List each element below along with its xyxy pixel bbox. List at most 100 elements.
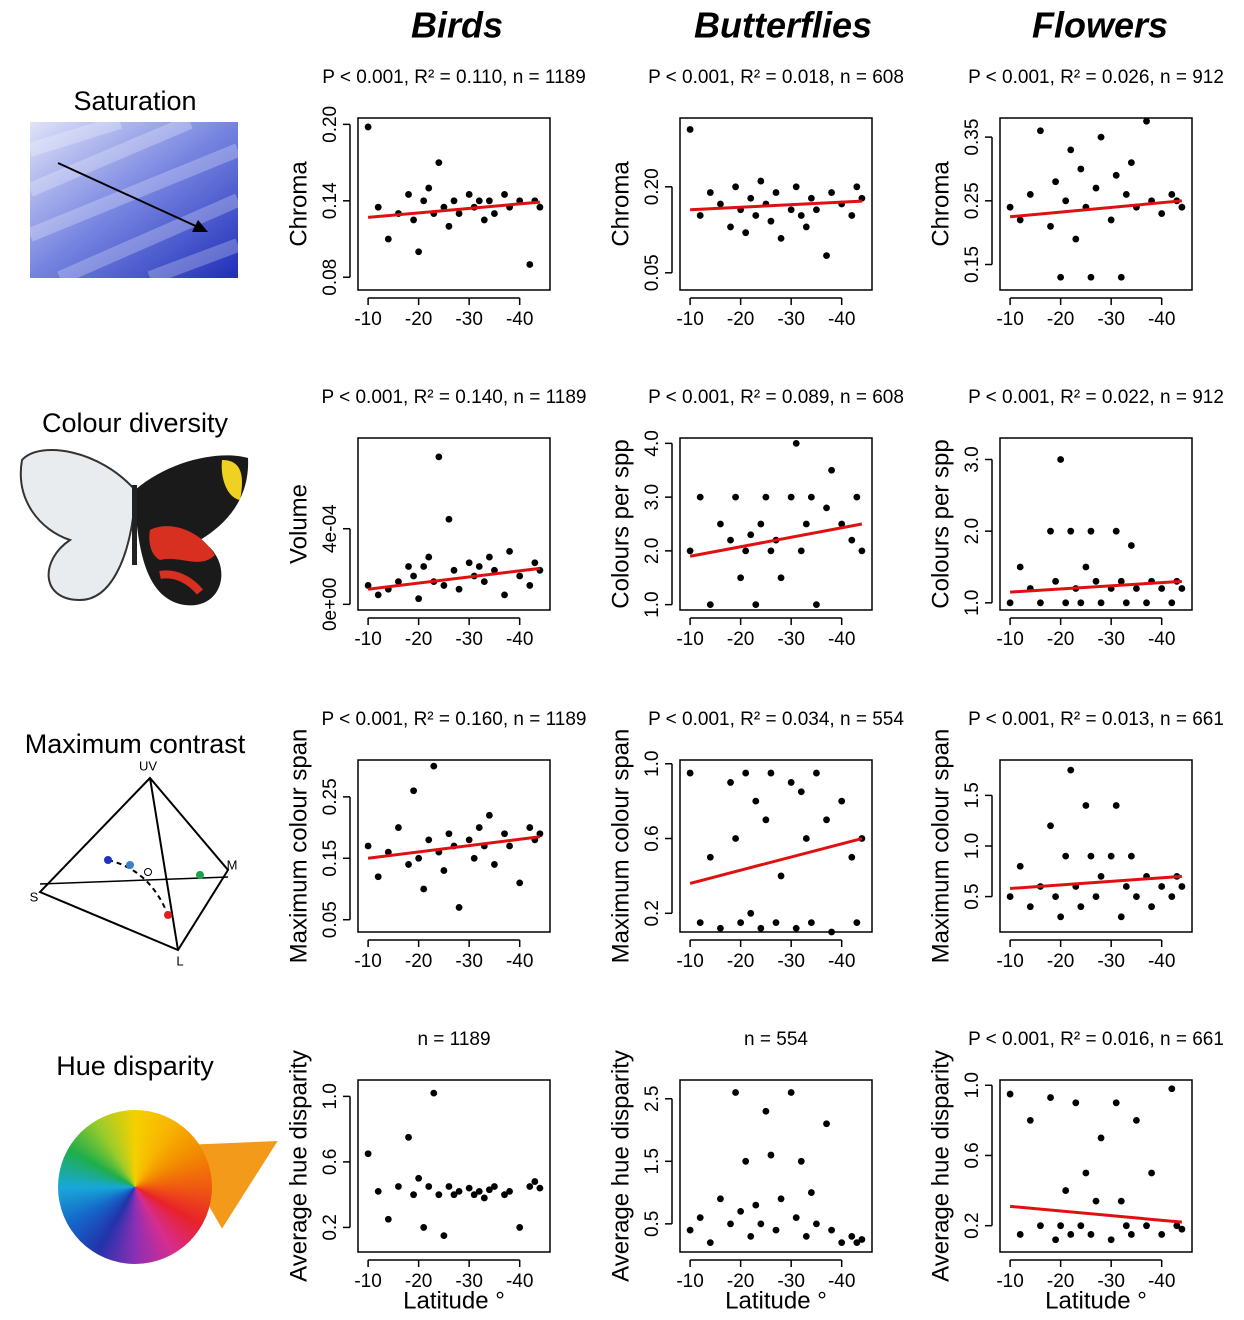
y-tick-label: 0.20 (320, 106, 341, 143)
panel-title: P < 0.001, R² = 0.160, n = 1189 (322, 709, 587, 730)
row-title: Colour diversity (42, 408, 229, 438)
point (757, 521, 764, 528)
point (773, 1227, 780, 1234)
point (481, 578, 488, 585)
point (1057, 1222, 1064, 1229)
tetra-label: UV (139, 758, 157, 773)
point (456, 586, 463, 593)
point (1178, 585, 1185, 592)
x-tick-label: -10 (676, 1271, 703, 1292)
point (375, 1188, 382, 1195)
hue-wheel (58, 1110, 212, 1264)
point (687, 1227, 694, 1234)
point (1098, 134, 1105, 141)
point (440, 1232, 447, 1239)
point (446, 1183, 453, 1190)
trend-line (690, 201, 862, 210)
y-tick-label: 0.6 (962, 1142, 983, 1168)
y-axis-label: Average hue disparity (607, 1050, 634, 1282)
point (717, 521, 724, 528)
point (732, 835, 739, 842)
panel-title: P < 0.001, R² = 0.110, n = 1189 (322, 67, 586, 88)
point (1082, 802, 1089, 809)
panel-title: P < 0.001, R² = 0.018, n = 608 (648, 67, 904, 88)
point (1178, 883, 1185, 890)
point (501, 591, 508, 598)
point (773, 919, 780, 926)
y-tick-label: 0.2 (320, 1214, 341, 1240)
point (1128, 159, 1135, 166)
point (742, 229, 749, 236)
point (1123, 191, 1130, 198)
point (793, 1214, 800, 1221)
point (430, 1090, 437, 1097)
point (697, 494, 704, 501)
y-axis-label: Colours per spp (607, 439, 634, 608)
point (410, 1191, 417, 1198)
x-tick-label: -20 (727, 309, 754, 330)
y-tick-label: 0.6 (642, 825, 663, 851)
saturation-icon (30, 122, 238, 278)
point (1017, 217, 1024, 224)
point (425, 1183, 432, 1190)
y-axis-label: Maximum colour span (607, 729, 634, 964)
plot-frame (680, 760, 872, 932)
tetra-label: L (176, 953, 183, 968)
y-tick-label: 0.5 (962, 883, 983, 909)
butterfly-icon (21, 450, 248, 605)
point (516, 879, 523, 886)
point (446, 223, 453, 230)
point (456, 210, 463, 217)
point (405, 191, 412, 198)
point (1052, 893, 1059, 900)
point (828, 189, 835, 196)
point (1007, 1091, 1014, 1098)
point (1062, 853, 1069, 860)
x-tick-label: -10 (996, 629, 1023, 650)
point (1067, 528, 1074, 535)
y-tick-label: 0.2 (962, 1212, 983, 1238)
point (516, 573, 523, 580)
point (1052, 178, 1059, 185)
point (1047, 528, 1054, 535)
y-tick-label: 1.0 (642, 751, 663, 777)
y-tick-label: 2.0 (962, 518, 983, 544)
point (506, 843, 513, 850)
point (471, 855, 478, 862)
trend-line (368, 837, 540, 859)
point (798, 788, 805, 795)
x-tick-label: -40 (506, 309, 533, 330)
x-tick-label: -30 (1097, 1271, 1124, 1292)
point (1047, 822, 1054, 829)
y-tick-label: 1.0 (642, 591, 663, 617)
y-tick-label: 0.20 (642, 168, 663, 205)
y-tick-label: 2.5 (642, 1086, 663, 1112)
point (798, 547, 805, 554)
point (707, 1239, 714, 1246)
point (415, 595, 422, 602)
point (737, 1208, 744, 1215)
x-tick-label: -30 (455, 1271, 482, 1292)
point (1113, 802, 1120, 809)
point (506, 548, 513, 555)
point (1007, 893, 1014, 900)
x-tick-label: -40 (506, 1271, 533, 1292)
x-tick-label: -40 (828, 951, 855, 972)
y-tick-label: 1.0 (962, 833, 983, 859)
point (717, 925, 724, 932)
x-tick-label: -20 (727, 951, 754, 972)
point (1168, 599, 1175, 606)
y-tick-label: 0.15 (962, 246, 983, 283)
trend-line (690, 524, 862, 556)
point (1113, 1099, 1120, 1106)
point (451, 567, 458, 574)
y-tick-label: 3.0 (642, 484, 663, 510)
point (1158, 883, 1165, 890)
x-tick-label: -30 (777, 951, 804, 972)
point (1088, 1231, 1095, 1238)
point (747, 531, 754, 538)
point (1093, 1198, 1100, 1205)
point (375, 591, 382, 598)
point (803, 835, 810, 842)
point (1158, 1231, 1165, 1238)
